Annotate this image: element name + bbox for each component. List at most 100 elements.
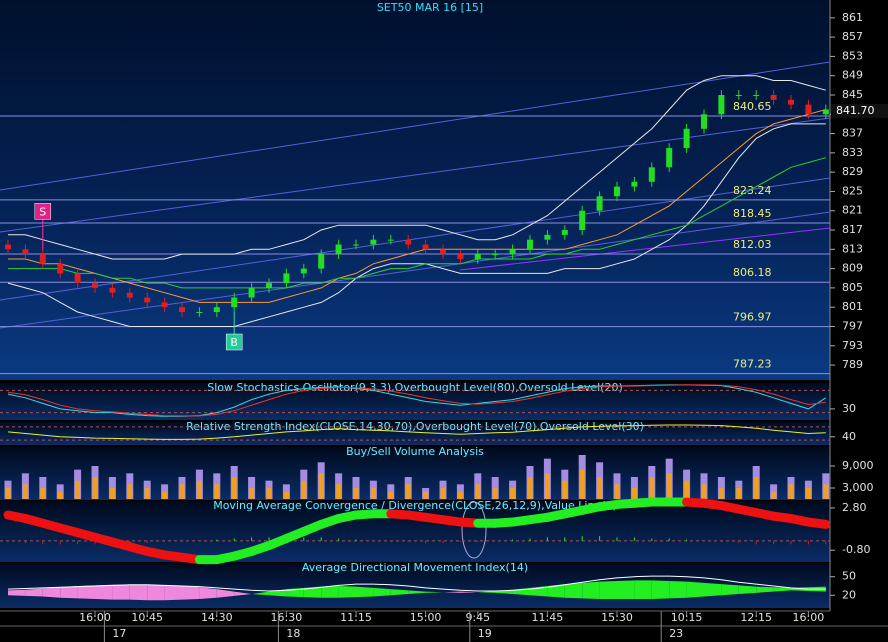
volume-bar bbox=[510, 488, 516, 500]
candle-body bbox=[179, 307, 185, 313]
candle-body bbox=[440, 249, 446, 255]
last-price-label: 841.70 bbox=[836, 104, 875, 117]
di-area bbox=[408, 590, 426, 595]
x-tick-label: 16:00 bbox=[79, 611, 111, 624]
y-tick-label: 2.80 bbox=[842, 501, 867, 514]
candle-body bbox=[648, 167, 655, 182]
volume-bar bbox=[771, 491, 777, 500]
di-area bbox=[390, 589, 409, 596]
di-area bbox=[547, 584, 565, 598]
volume-bar bbox=[440, 488, 446, 500]
candle-body bbox=[22, 249, 29, 255]
candle-body bbox=[753, 95, 760, 96]
y-tick-label: 20 bbox=[842, 588, 856, 601]
di-area bbox=[738, 585, 757, 595]
panel-title: Buy/Sell Volume Analysis bbox=[346, 445, 484, 458]
candle-body bbox=[109, 287, 116, 293]
panel-bg bbox=[0, 447, 830, 500]
di-area bbox=[338, 585, 356, 598]
di-area bbox=[460, 591, 478, 593]
volume-bar bbox=[22, 484, 28, 500]
candle-body bbox=[387, 239, 394, 241]
candle-body bbox=[5, 244, 11, 250]
y-tick-label: 837 bbox=[842, 127, 863, 140]
volume-bar bbox=[162, 491, 168, 500]
di-area bbox=[164, 585, 182, 601]
level-label: 806.18 bbox=[733, 266, 772, 279]
candle-body bbox=[614, 186, 620, 197]
level-label: 823.24 bbox=[733, 184, 772, 197]
di-area bbox=[25, 588, 43, 597]
volume-bar bbox=[336, 484, 342, 500]
di-area bbox=[669, 581, 687, 599]
series-line bbox=[8, 75, 826, 260]
di-area bbox=[564, 582, 583, 599]
candle-body bbox=[213, 307, 220, 313]
candle-body bbox=[770, 95, 777, 100]
di-area bbox=[77, 585, 95, 600]
series-line bbox=[7, 123, 826, 327]
di-area bbox=[199, 587, 217, 600]
date-label: 19 bbox=[478, 627, 492, 640]
x-tick-label: 14:30 bbox=[201, 611, 233, 624]
volume-bar bbox=[5, 488, 11, 500]
volume-bar bbox=[475, 484, 481, 500]
y-tick-label: 801 bbox=[842, 300, 863, 313]
x-tick-label: 15:30 bbox=[601, 611, 633, 624]
volume-bar bbox=[75, 480, 81, 500]
volume-bar bbox=[701, 484, 707, 500]
volume-bar bbox=[666, 473, 672, 500]
panel-title: Average Directional Movement Index(14) bbox=[302, 561, 528, 574]
volume-bar bbox=[301, 480, 307, 500]
panel-title: Moving Average Convergence / Divergence(… bbox=[213, 499, 617, 512]
y-tick-label: 793 bbox=[842, 339, 863, 352]
candle-body bbox=[318, 254, 325, 269]
di-area bbox=[425, 591, 443, 593]
candle-body bbox=[474, 254, 481, 259]
series-line bbox=[8, 109, 826, 303]
volume-bar bbox=[92, 477, 98, 500]
di-area bbox=[234, 591, 252, 596]
volume-bar bbox=[266, 488, 272, 500]
y-tick-label: 829 bbox=[842, 165, 863, 178]
volume-bar bbox=[353, 488, 359, 500]
volume-bar bbox=[492, 488, 498, 500]
di-area bbox=[112, 584, 130, 600]
volume-bar bbox=[231, 477, 237, 500]
x-tick-label: 11:45 bbox=[532, 611, 564, 624]
series-line bbox=[8, 157, 826, 289]
main-panel-bg bbox=[0, 0, 830, 380]
candle-body bbox=[196, 312, 203, 314]
signal-label: B bbox=[230, 336, 238, 349]
candle-body bbox=[231, 297, 238, 308]
di-area bbox=[773, 587, 791, 592]
di-area bbox=[443, 591, 461, 593]
volume-bar bbox=[370, 488, 376, 500]
level-label: 840.65 bbox=[733, 100, 772, 113]
candle-body bbox=[822, 109, 829, 115]
volume-bar bbox=[579, 469, 585, 500]
level-label: 818.45 bbox=[733, 207, 772, 220]
candle-body bbox=[718, 95, 725, 115]
y-tick-label: 809 bbox=[842, 262, 863, 275]
y-tick-label: 821 bbox=[842, 204, 863, 217]
y-tick-label: 805 bbox=[842, 281, 863, 294]
panel-bg bbox=[0, 422, 830, 445]
macd-ribbon bbox=[803, 517, 831, 529]
volume-bar bbox=[562, 480, 568, 500]
volume-bar bbox=[649, 477, 655, 500]
trend-line bbox=[0, 61, 831, 191]
y-tick-label: 797 bbox=[842, 319, 863, 332]
volume-bar bbox=[57, 491, 63, 500]
y-tick-label: 789 bbox=[842, 358, 863, 371]
candle-body bbox=[283, 273, 290, 284]
volume-bar bbox=[40, 488, 46, 500]
volume-bar bbox=[684, 480, 690, 500]
level-label: 787.23 bbox=[733, 358, 772, 371]
x-tick-label: 15:00 bbox=[410, 611, 442, 624]
candle-body bbox=[666, 148, 673, 168]
candle-body bbox=[492, 254, 499, 256]
x-tick-label: 9:45 bbox=[465, 611, 490, 624]
volume-bar bbox=[788, 484, 794, 500]
date-label: 17 bbox=[112, 627, 126, 640]
